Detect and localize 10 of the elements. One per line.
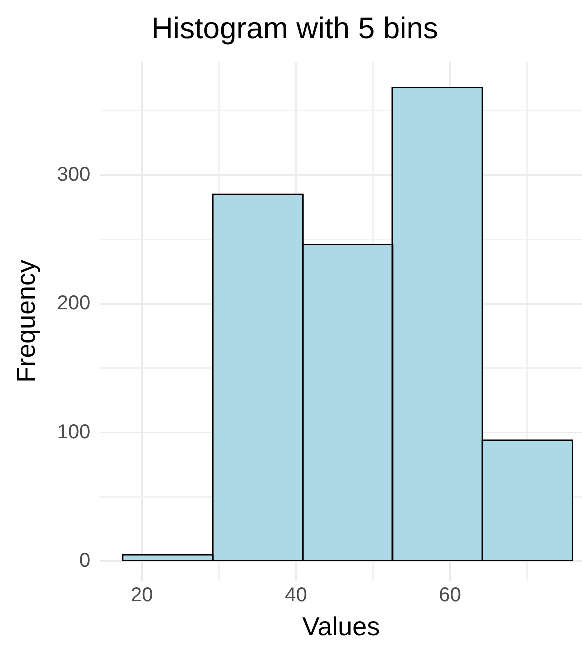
y-tick-label: 100 bbox=[57, 421, 91, 444]
x-tick-label: 60 bbox=[439, 584, 462, 606]
y-tick-label: 200 bbox=[57, 292, 91, 315]
y-tick-label: 0 bbox=[79, 550, 91, 572]
x-tick-label: 40 bbox=[285, 584, 308, 606]
y-axis-title: Frequency bbox=[10, 260, 41, 383]
chart-title: Histogram with 5 bins bbox=[152, 12, 438, 46]
y-tick-label: 300 bbox=[57, 164, 91, 186]
x-axis-title: Values bbox=[302, 612, 380, 642]
x-tick-label: 20 bbox=[131, 584, 154, 606]
